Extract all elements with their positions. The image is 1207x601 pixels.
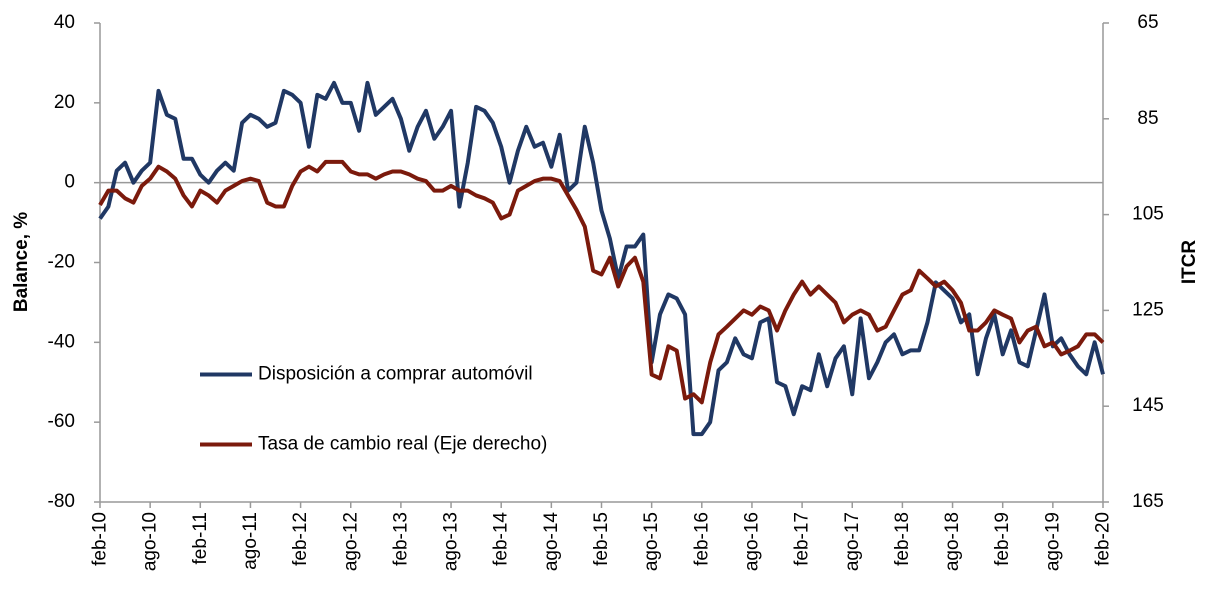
y-tick-label: 0 [64, 172, 75, 193]
y2-tick-label: 165 [1132, 491, 1164, 512]
y-tick-label: 20 [54, 92, 75, 113]
series-line [98, 80, 1105, 437]
x-tick-label: ago-15 [641, 512, 662, 571]
x-tick-label: feb-13 [390, 512, 411, 566]
x-tick-label: feb-20 [1093, 512, 1114, 566]
x-tick-label: feb-11 [190, 512, 211, 564]
x-tick-label: ago-19 [1042, 512, 1063, 571]
x-tick-label: ago-11 [240, 512, 261, 570]
y-tick-label: -40 [48, 331, 75, 352]
x-tick-label: ago-12 [340, 512, 361, 571]
y2-axis-label: ITCR [1179, 240, 1200, 285]
x-tick-label: ago-17 [842, 512, 863, 571]
y-tick-label: 40 [54, 12, 75, 33]
x-tick-label: feb-17 [792, 512, 813, 566]
series-line [98, 159, 1105, 405]
x-tick-label: ago-10 [140, 512, 161, 571]
y-tick-label: -60 [48, 411, 75, 432]
x-tick-label: feb-14 [491, 512, 512, 566]
x-tick-label: ago-13 [441, 512, 462, 571]
y2-tick-label: 65 [1137, 12, 1158, 33]
x-tick-label: feb-15 [591, 512, 612, 566]
x-tick-label: feb-12 [290, 512, 311, 566]
y-axis-label: Balance, % [11, 212, 32, 312]
x-tick-label: ago-18 [942, 512, 963, 571]
legend-label: Tasa de cambio real (Eje derecho) [258, 434, 547, 455]
x-tick-label: ago-14 [541, 512, 562, 572]
x-tick-label: feb-16 [691, 512, 712, 566]
y-tick-label: -80 [48, 491, 75, 512]
y2-tick-label: 125 [1132, 299, 1164, 320]
y2-tick-label: 105 [1132, 204, 1164, 225]
legend-label: Disposición a comprar automóvil [258, 364, 533, 385]
x-tick-label: feb-18 [892, 512, 913, 566]
y2-tick-label: 85 [1137, 108, 1158, 129]
x-tick-label: feb-10 [90, 512, 111, 566]
y2-tick-label: 145 [1132, 395, 1164, 416]
x-tick-label: feb-19 [992, 512, 1013, 566]
y-tick-label: -20 [48, 252, 75, 273]
x-tick-label: ago-16 [741, 512, 762, 571]
